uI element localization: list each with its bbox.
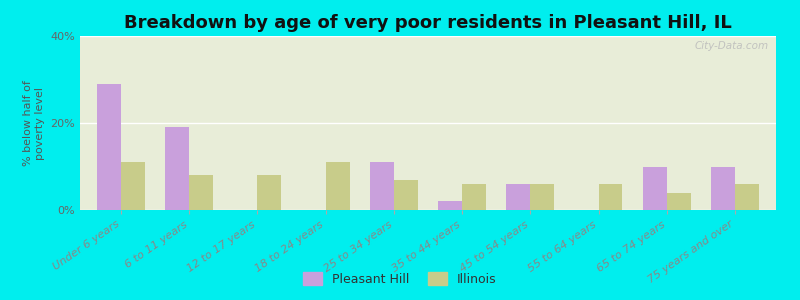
- Legend: Pleasant Hill, Illinois: Pleasant Hill, Illinois: [298, 267, 502, 291]
- Bar: [189, 175, 213, 210]
- Bar: [667, 193, 690, 210]
- Title: Breakdown by age of very poor residents in Pleasant Hill, IL: Breakdown by age of very poor residents …: [124, 14, 732, 32]
- Bar: [438, 201, 462, 210]
- Bar: [97, 84, 121, 210]
- Y-axis label: % below half of
poverty level: % below half of poverty level: [23, 80, 45, 166]
- Bar: [121, 162, 145, 210]
- Text: City-Data.com: City-Data.com: [695, 41, 769, 51]
- Bar: [735, 184, 759, 210]
- Bar: [258, 175, 282, 210]
- Bar: [394, 179, 418, 210]
- Bar: [530, 184, 554, 210]
- Bar: [462, 184, 486, 210]
- Bar: [598, 184, 622, 210]
- Bar: [711, 167, 735, 210]
- Bar: [326, 162, 350, 210]
- Bar: [166, 127, 189, 210]
- Bar: [506, 184, 530, 210]
- Bar: [643, 167, 667, 210]
- Bar: [370, 162, 394, 210]
